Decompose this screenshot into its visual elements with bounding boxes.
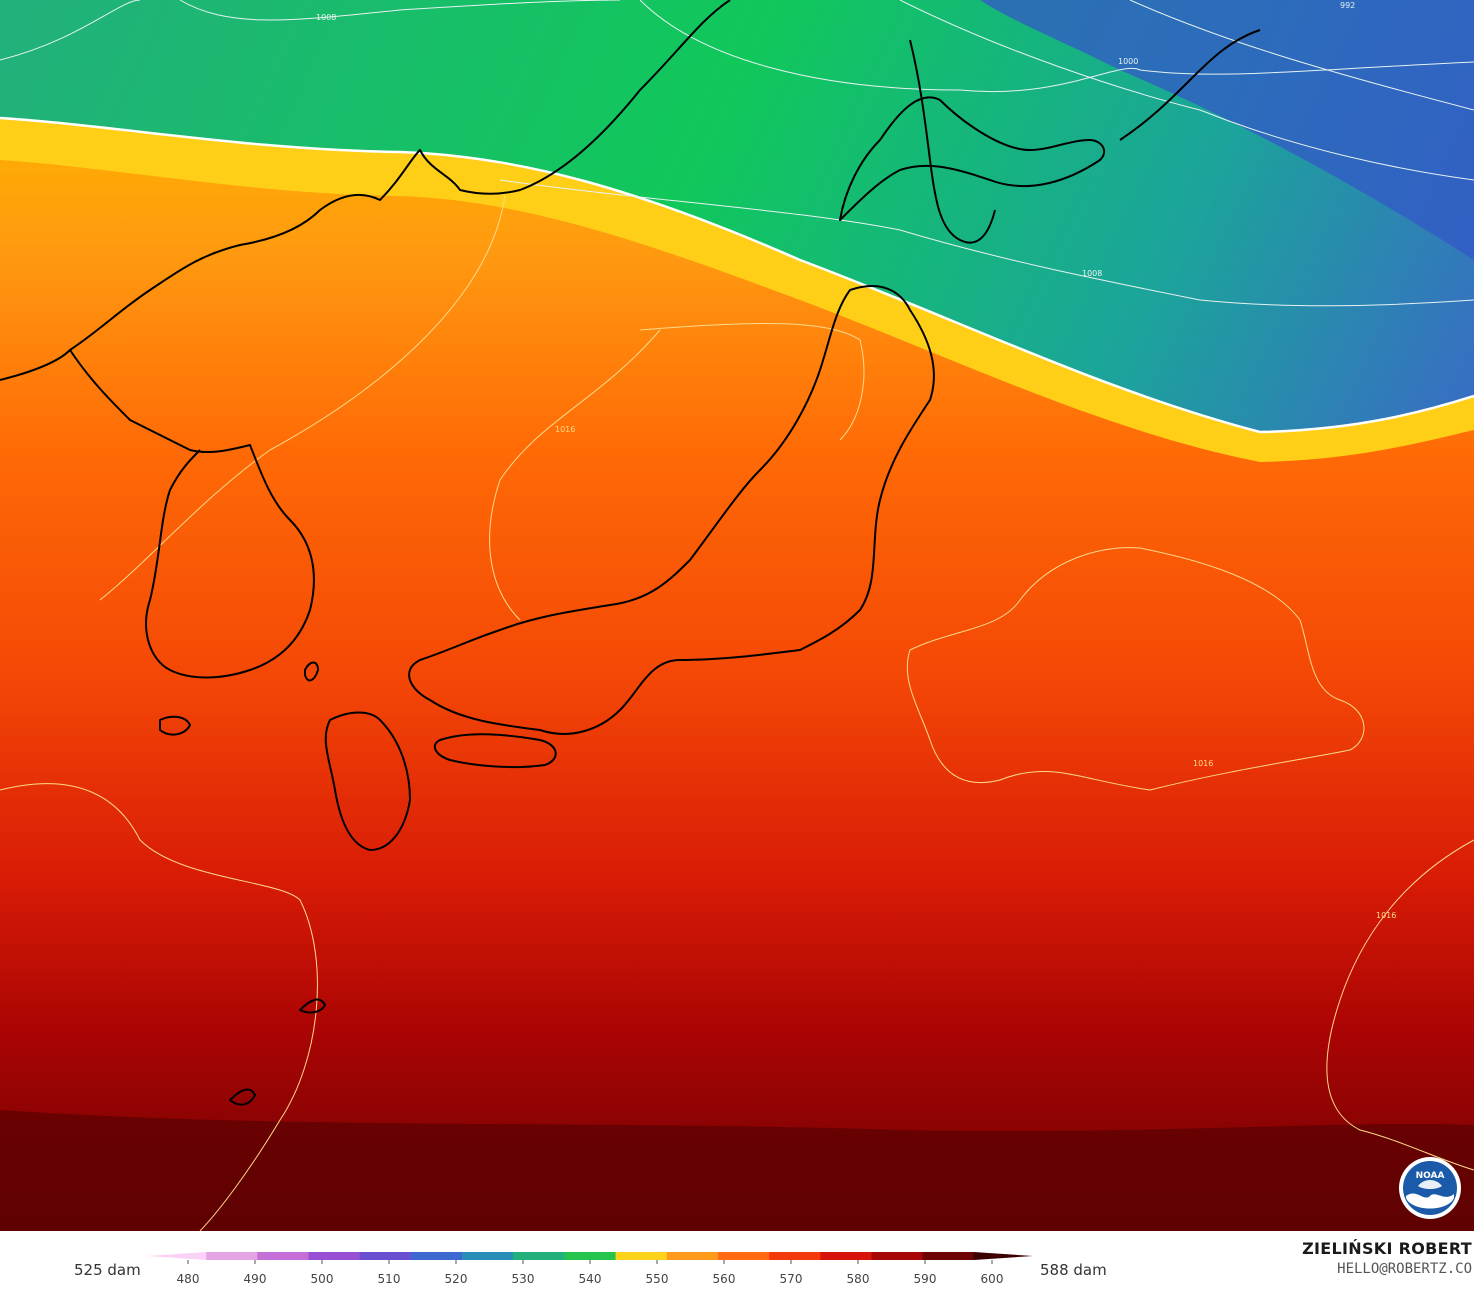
legend-max-label: 588 dam [1040, 1261, 1107, 1279]
author-email: HELLO@ROBERTZ.CO [1337, 1261, 1472, 1277]
isobar-label: 1008 [1082, 269, 1102, 278]
color-scale-segment [147, 1252, 207, 1260]
color-scale-tick-label: 540 [579, 1272, 602, 1286]
color-scale-segment [462, 1252, 514, 1260]
color-scale-segment [513, 1252, 565, 1260]
color-scale-segment [871, 1252, 924, 1260]
legend-min-label: 525 dam [74, 1261, 141, 1279]
color-scale-segment [769, 1252, 821, 1260]
author-name: ZIELIŃSKI ROBERT [1302, 1239, 1472, 1258]
color-scale-segment [410, 1252, 463, 1260]
noaa-logo: NOAA [1399, 1157, 1461, 1219]
isobars-1016 [0, 194, 1474, 1231]
isobar-label: 1000 [1118, 57, 1138, 66]
color-scale-tick-label: 510 [378, 1272, 401, 1286]
color-scale-segment [973, 1252, 1033, 1260]
isobar-label: 992 [1340, 1, 1355, 10]
color-scale-tick-label: 480 [177, 1272, 200, 1286]
color-scale-segment [820, 1252, 872, 1260]
legend-footer: 525 dam 480 490 500 510 520 530 540 550 560 570 58… [0, 1231, 1474, 1287]
isobar-label: 1016 [1376, 911, 1396, 920]
color-scale-tick-label: 570 [780, 1272, 803, 1286]
color-scale-bar: 480 490 500 510 520 530 540 550 560 570 580 590 600 [147, 1252, 1033, 1286]
color-scale-tick-label: 560 [713, 1272, 736, 1286]
isobar-label: 1008 [316, 13, 336, 22]
svg-text:NOAA: NOAA [1416, 1171, 1445, 1181]
jet-boundary-band [0, 118, 1474, 462]
isobar-label: 1016 [555, 425, 575, 434]
isobar-labels: 1008 1000 992 1008 1016 1016 1016 [316, 1, 1396, 920]
color-scale-tick-label: 500 [311, 1272, 334, 1286]
color-scale-ticks: 480 490 500 510 520 530 540 550 560 570 580 590 600 [177, 1260, 1004, 1286]
color-scale-segment [308, 1252, 361, 1260]
color-scale-tick-label: 520 [445, 1272, 468, 1286]
coastlines [0, 0, 1261, 1106]
color-scale-tick-label: 580 [847, 1272, 870, 1286]
552-contour-line [0, 116, 1474, 434]
color-scale-segment [359, 1252, 412, 1260]
color-scale-segment [666, 1252, 719, 1260]
color-scale-tick-label: 490 [244, 1272, 267, 1286]
isobars-north [0, 0, 1474, 307]
color-scale-tick-label: 550 [646, 1272, 669, 1286]
subtropical-dark-band [0, 1110, 1474, 1231]
geopotential-height-map: 1008 1000 992 1008 1016 1016 1016 NOAA [0, 0, 1474, 1231]
color-scale-segment [615, 1252, 668, 1260]
color-scale-segment [206, 1252, 258, 1260]
color-scale-segment [922, 1252, 975, 1260]
isobar-label: 1016 [1193, 759, 1213, 768]
color-scale-segment [717, 1252, 770, 1260]
low-height-region [980, 0, 1474, 260]
color-scale-tick-label: 530 [512, 1272, 535, 1286]
color-scale-tick-label: 590 [914, 1272, 937, 1286]
color-scale-segments [147, 1252, 1033, 1260]
color-scale-segment [564, 1252, 617, 1260]
color-scale-tick-label: 600 [981, 1272, 1004, 1286]
color-scale-segment [257, 1252, 310, 1260]
